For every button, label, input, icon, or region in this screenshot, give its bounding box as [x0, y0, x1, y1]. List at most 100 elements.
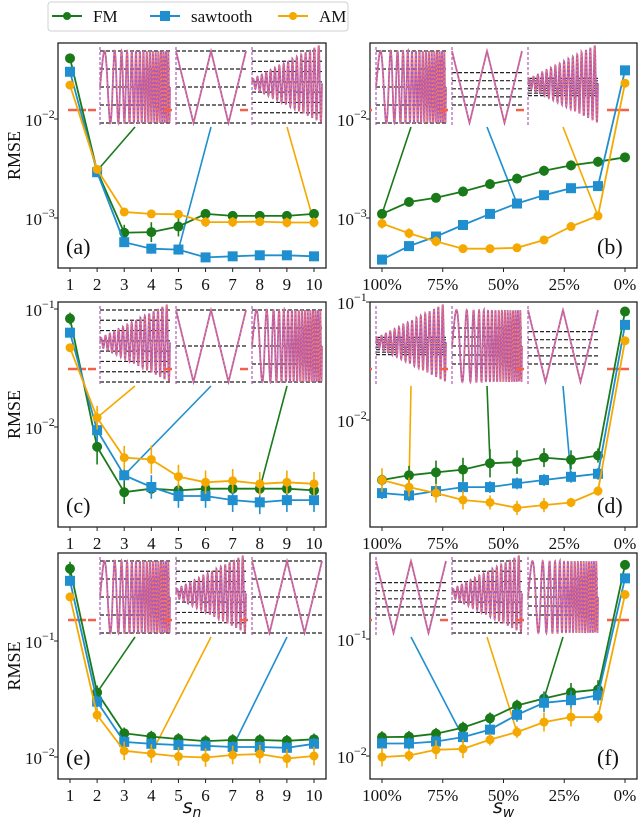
series-line — [381, 311, 626, 481]
data-point — [539, 452, 549, 463]
inset-chirp — [440, 306, 523, 386]
x-tick-label: 100% — [362, 534, 402, 553]
inset-waveform-reference — [375, 304, 447, 382]
inset-triangle — [440, 47, 523, 127]
data-point — [92, 425, 103, 436]
data-point — [620, 319, 630, 330]
data-point — [119, 728, 130, 739]
data-point — [404, 241, 414, 252]
series-am — [65, 592, 319, 768]
data-point — [620, 78, 630, 88]
x-tick-label: 25% — [549, 534, 580, 553]
data-point — [593, 156, 603, 167]
legend-label-fm: FM — [93, 7, 118, 26]
data-point — [485, 713, 495, 724]
data-point — [119, 487, 130, 498]
data-point — [620, 152, 630, 163]
data-point — [431, 488, 441, 498]
x-tick-label: 8 — [256, 275, 265, 294]
y-tick-label: 10−1 — [337, 290, 367, 313]
x-tick-label: 100% — [362, 786, 402, 805]
panel-label: (c) — [66, 493, 90, 518]
inset-waveform-reference — [251, 308, 323, 384]
data-point — [65, 327, 75, 338]
inset-waveform-reference — [375, 49, 447, 125]
inset-waveform-reference — [527, 308, 599, 384]
data-point — [173, 209, 183, 219]
x-tick-label: 75% — [427, 534, 458, 553]
series-line — [381, 324, 626, 497]
data-point — [65, 66, 75, 77]
data-point — [404, 750, 414, 760]
series-line — [69, 71, 315, 259]
data-point — [173, 491, 184, 502]
callout-line — [231, 636, 288, 748]
data-point — [512, 503, 522, 513]
data-point — [309, 251, 319, 262]
data-point — [485, 244, 495, 254]
data-point — [119, 237, 130, 248]
callout-line — [562, 126, 599, 217]
inset-waveform-reference — [451, 555, 523, 633]
panel-e: 10−1 10−2 1 2 3 4 5 6 7 8 9 10 RMSE sn (e) — [4, 552, 327, 820]
x-tick-label: 1 — [66, 786, 75, 805]
data-point — [458, 495, 468, 505]
panel-label: (d) — [597, 493, 623, 518]
inset-am — [240, 45, 323, 127]
x-tick-label: 1 — [66, 534, 75, 553]
series-am — [377, 590, 630, 767]
data-point — [65, 563, 75, 574]
inset-waveform-reference — [451, 49, 523, 125]
series-line — [381, 83, 626, 250]
y-tick-label: 10−2 — [337, 408, 367, 431]
inset-waveform-reference — [251, 45, 323, 123]
data-point — [201, 753, 211, 763]
x-tick-label: 10 — [306, 786, 323, 805]
panel-b: 10−2 10−3 100% 75% 50% 25% 0% (b) — [337, 42, 638, 294]
panel-plot-area — [65, 555, 323, 768]
legend-entry-am: AM — [278, 7, 346, 26]
data-point — [254, 250, 265, 261]
data-point — [200, 208, 211, 219]
series-line — [69, 332, 314, 504]
data-point — [309, 218, 319, 228]
data-point — [566, 222, 576, 232]
x-tick-label: 9 — [283, 275, 292, 294]
data-point — [146, 738, 157, 749]
data-point — [512, 457, 522, 468]
y-axis-label: RMSE — [4, 131, 24, 180]
data-point — [146, 227, 157, 238]
series-line — [381, 340, 626, 509]
series-line — [69, 568, 315, 743]
inset-chirp — [88, 47, 171, 127]
data-point — [92, 710, 102, 720]
inset-waveform-reference — [175, 308, 247, 384]
x-tick-label: 1 — [66, 275, 75, 294]
data-point — [620, 336, 630, 346]
x-tick-label: 25% — [549, 275, 580, 294]
x-tick-label: 6 — [201, 786, 210, 805]
data-point — [566, 471, 576, 482]
data-point — [200, 252, 211, 263]
data-point — [377, 475, 387, 485]
data-point — [620, 306, 630, 317]
data-point — [566, 160, 576, 171]
data-point — [539, 235, 549, 245]
y-tick-label: 10−2 — [337, 744, 367, 767]
data-point — [512, 700, 522, 711]
y-tick-label: 10−1 — [25, 629, 55, 652]
inset-am — [164, 555, 247, 637]
panel-plot-area — [370, 45, 630, 265]
panel-c: 10−1 10−2 1 2 3 4 5 6 7 8 9 10 RMSE (c) — [4, 297, 327, 553]
data-point — [404, 197, 414, 208]
data-point — [92, 164, 102, 174]
data-point — [281, 250, 292, 261]
data-point — [593, 712, 603, 722]
data-point — [593, 690, 603, 701]
data-point — [512, 727, 522, 737]
data-point — [92, 441, 103, 452]
y-tick-label: 10−2 — [25, 107, 55, 130]
data-point — [404, 738, 414, 749]
data-point — [620, 573, 630, 584]
data-point — [458, 244, 468, 254]
